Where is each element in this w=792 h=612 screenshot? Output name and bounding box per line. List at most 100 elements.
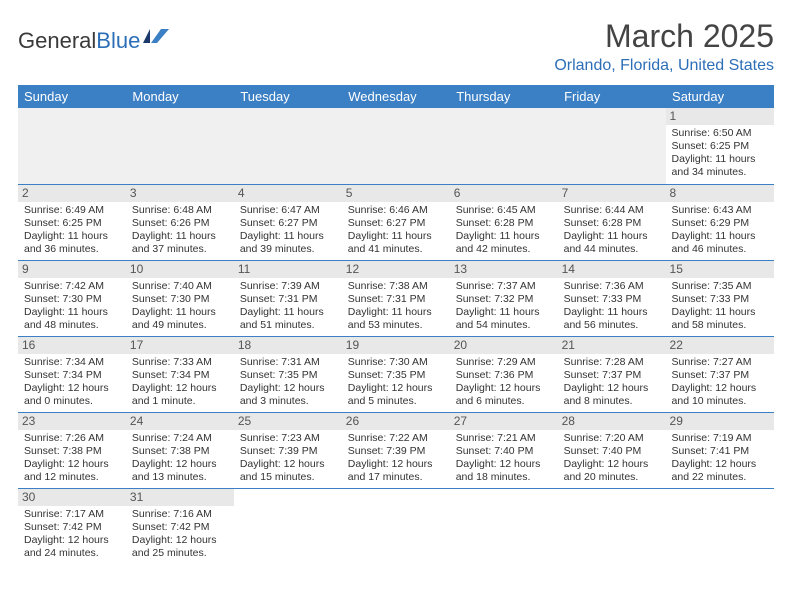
sunset-text: Sunset: 6:28 PM [564, 217, 660, 230]
daylight-text: Daylight: 12 hours and 3 minutes. [240, 382, 336, 408]
sunrise-text: Sunrise: 6:49 AM [24, 204, 120, 217]
weekday-header: Friday [558, 85, 666, 108]
sunset-text: Sunset: 6:29 PM [672, 217, 768, 230]
calendar-week-row: 16Sunrise: 7:34 AMSunset: 7:34 PMDayligh… [18, 336, 774, 412]
sunrise-text: Sunrise: 7:40 AM [132, 280, 228, 293]
sunset-text: Sunset: 7:39 PM [240, 445, 336, 458]
sunset-text: Sunset: 6:25 PM [672, 140, 768, 153]
day-number: 23 [18, 413, 126, 430]
daylight-text: Daylight: 11 hours and 46 minutes. [672, 230, 768, 256]
weekday-header: Tuesday [234, 85, 342, 108]
day-number: 15 [666, 261, 774, 278]
sunset-text: Sunset: 7:42 PM [24, 521, 120, 534]
sunrise-text: Sunrise: 6:47 AM [240, 204, 336, 217]
calendar-day-cell: 14Sunrise: 7:36 AMSunset: 7:33 PMDayligh… [558, 260, 666, 336]
sunrise-text: Sunrise: 6:46 AM [348, 204, 444, 217]
sunrise-text: Sunrise: 7:30 AM [348, 356, 444, 369]
daylight-text: Daylight: 12 hours and 13 minutes. [132, 458, 228, 484]
day-number: 27 [450, 413, 558, 430]
daylight-text: Daylight: 12 hours and 18 minutes. [456, 458, 552, 484]
daylight-text: Daylight: 12 hours and 12 minutes. [24, 458, 120, 484]
day-number: 29 [666, 413, 774, 430]
calendar-day-cell: 3Sunrise: 6:48 AMSunset: 6:26 PMDaylight… [126, 184, 234, 260]
daylight-text: Daylight: 11 hours and 49 minutes. [132, 306, 228, 332]
calendar-empty-cell [234, 488, 342, 564]
daylight-text: Daylight: 11 hours and 53 minutes. [348, 306, 444, 332]
calendar-day-cell: 9Sunrise: 7:42 AMSunset: 7:30 PMDaylight… [18, 260, 126, 336]
daylight-text: Daylight: 11 hours and 34 minutes. [672, 153, 768, 179]
sunrise-text: Sunrise: 7:24 AM [132, 432, 228, 445]
daylight-text: Daylight: 12 hours and 25 minutes. [132, 534, 228, 560]
calendar-empty-cell [558, 108, 666, 184]
calendar-day-cell: 20Sunrise: 7:29 AMSunset: 7:36 PMDayligh… [450, 336, 558, 412]
daylight-text: Daylight: 11 hours and 44 minutes. [564, 230, 660, 256]
sunrise-text: Sunrise: 7:28 AM [564, 356, 660, 369]
sunset-text: Sunset: 7:41 PM [672, 445, 768, 458]
sunset-text: Sunset: 6:28 PM [456, 217, 552, 230]
calendar-day-cell: 29Sunrise: 7:19 AMSunset: 7:41 PMDayligh… [666, 412, 774, 488]
sunrise-text: Sunrise: 7:26 AM [24, 432, 120, 445]
day-number: 17 [126, 337, 234, 354]
calendar-day-cell: 5Sunrise: 6:46 AMSunset: 6:27 PMDaylight… [342, 184, 450, 260]
calendar-day-cell: 18Sunrise: 7:31 AMSunset: 7:35 PMDayligh… [234, 336, 342, 412]
sunset-text: Sunset: 7:40 PM [456, 445, 552, 458]
day-number: 14 [558, 261, 666, 278]
sunrise-text: Sunrise: 7:27 AM [672, 356, 768, 369]
calendar-body: 1Sunrise: 6:50 AMSunset: 6:25 PMDaylight… [18, 108, 774, 564]
sunrise-text: Sunrise: 7:36 AM [564, 280, 660, 293]
sunrise-text: Sunrise: 7:22 AM [348, 432, 444, 445]
sunset-text: Sunset: 6:27 PM [348, 217, 444, 230]
daylight-text: Daylight: 12 hours and 24 minutes. [24, 534, 120, 560]
calendar-day-cell: 10Sunrise: 7:40 AMSunset: 7:30 PMDayligh… [126, 260, 234, 336]
calendar-week-row: 30Sunrise: 7:17 AMSunset: 7:42 PMDayligh… [18, 488, 774, 564]
calendar-week-row: 2Sunrise: 6:49 AMSunset: 6:25 PMDaylight… [18, 184, 774, 260]
sunrise-text: Sunrise: 7:16 AM [132, 508, 228, 521]
daylight-text: Daylight: 11 hours and 36 minutes. [24, 230, 120, 256]
calendar-day-cell: 17Sunrise: 7:33 AMSunset: 7:34 PMDayligh… [126, 336, 234, 412]
sunset-text: Sunset: 7:35 PM [348, 369, 444, 382]
calendar-week-row: 9Sunrise: 7:42 AMSunset: 7:30 PMDaylight… [18, 260, 774, 336]
day-number: 24 [126, 413, 234, 430]
calendar-day-cell: 1Sunrise: 6:50 AMSunset: 6:25 PMDaylight… [666, 108, 774, 184]
calendar-empty-cell [558, 488, 666, 564]
sunrise-text: Sunrise: 7:35 AM [672, 280, 768, 293]
sunset-text: Sunset: 7:38 PM [24, 445, 120, 458]
title-block: March 2025 Orlando, Florida, United Stat… [554, 18, 774, 81]
weekday-header: Monday [126, 85, 234, 108]
sunset-text: Sunset: 7:30 PM [132, 293, 228, 306]
calendar-day-cell: 8Sunrise: 6:43 AMSunset: 6:29 PMDaylight… [666, 184, 774, 260]
logo: GeneralBlue [18, 28, 169, 54]
weekday-header: Thursday [450, 85, 558, 108]
sunrise-text: Sunrise: 7:39 AM [240, 280, 336, 293]
sunset-text: Sunset: 6:27 PM [240, 217, 336, 230]
day-number: 28 [558, 413, 666, 430]
daylight-text: Daylight: 12 hours and 1 minute. [132, 382, 228, 408]
sunrise-text: Sunrise: 6:48 AM [132, 204, 228, 217]
calendar-day-cell: 13Sunrise: 7:37 AMSunset: 7:32 PMDayligh… [450, 260, 558, 336]
daylight-text: Daylight: 12 hours and 17 minutes. [348, 458, 444, 484]
day-number: 20 [450, 337, 558, 354]
daylight-text: Daylight: 11 hours and 41 minutes. [348, 230, 444, 256]
day-number: 31 [126, 489, 234, 506]
calendar-empty-cell [666, 488, 774, 564]
sunset-text: Sunset: 7:31 PM [348, 293, 444, 306]
sunset-text: Sunset: 7:42 PM [132, 521, 228, 534]
sunset-text: Sunset: 7:38 PM [132, 445, 228, 458]
day-number: 18 [234, 337, 342, 354]
sunrise-text: Sunrise: 6:43 AM [672, 204, 768, 217]
calendar-day-cell: 19Sunrise: 7:30 AMSunset: 7:35 PMDayligh… [342, 336, 450, 412]
sunrise-text: Sunrise: 6:44 AM [564, 204, 660, 217]
month-title: March 2025 [554, 18, 774, 55]
day-number: 30 [18, 489, 126, 506]
daylight-text: Daylight: 11 hours and 39 minutes. [240, 230, 336, 256]
day-number: 22 [666, 337, 774, 354]
calendar-empty-cell [18, 108, 126, 184]
day-number: 26 [342, 413, 450, 430]
calendar-day-cell: 7Sunrise: 6:44 AMSunset: 6:28 PMDaylight… [558, 184, 666, 260]
sunrise-text: Sunrise: 7:38 AM [348, 280, 444, 293]
calendar-empty-cell [126, 108, 234, 184]
sunrise-text: Sunrise: 7:34 AM [24, 356, 120, 369]
daylight-text: Daylight: 12 hours and 10 minutes. [672, 382, 768, 408]
sunrise-text: Sunrise: 7:29 AM [456, 356, 552, 369]
sunset-text: Sunset: 7:32 PM [456, 293, 552, 306]
